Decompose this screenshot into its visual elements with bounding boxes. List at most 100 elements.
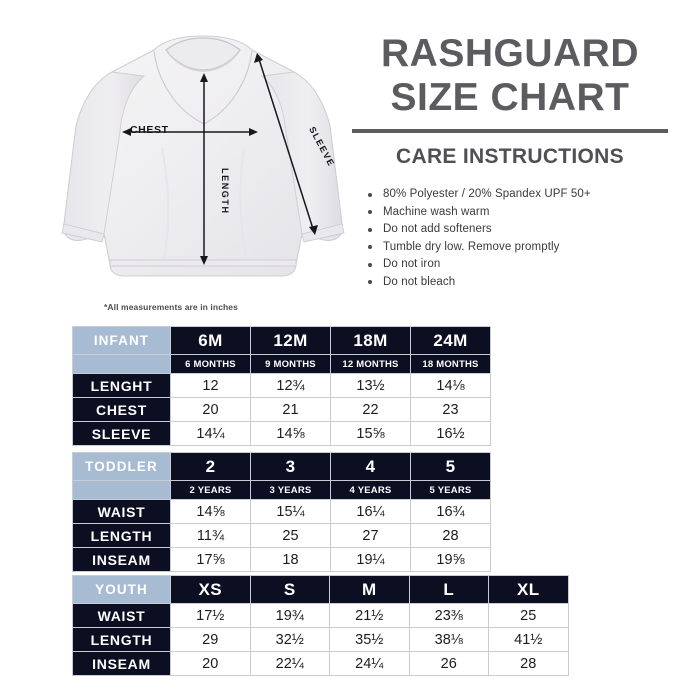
size-header-cell: 4 — [330, 452, 411, 481]
measurement-cell: 15⅝ — [330, 421, 411, 446]
list-item: Do not iron — [368, 256, 668, 274]
category-spacer-cell — [72, 354, 171, 374]
row-label-sleeve: SLEEVE — [72, 421, 171, 446]
measurement-cell: 35½ — [329, 627, 410, 652]
table-header-row: YOUTH XS S M L XL — [72, 575, 569, 604]
measurement-cell: 26 — [408, 651, 489, 676]
care-item-text: Do not iron — [383, 258, 441, 270]
care-instructions-list: 80% Polyester / 20% Spandex UPF 50+ Mach… — [368, 186, 668, 291]
size-header-cell: S — [249, 575, 330, 604]
measurement-cell: 19⅝ — [410, 547, 491, 572]
size-header-cell: 12M — [250, 326, 331, 355]
care-item-text: Do not add softeners — [383, 223, 492, 235]
measurement-cell: 17½ — [170, 603, 251, 628]
measurement-cell: 27 — [330, 523, 411, 548]
size-header-cell: M — [329, 575, 410, 604]
measurement-cell: 28 — [410, 523, 491, 548]
size-header-cell: L — [408, 575, 489, 604]
bullet-icon — [368, 227, 372, 232]
care-item-text: Tumble dry low. Remove promptly — [383, 240, 560, 253]
page-title-line1: RASHGUARD — [381, 32, 639, 75]
size-header-cell: 5 — [410, 452, 491, 481]
row-label-length: LENGTH — [72, 523, 171, 548]
table-row: WAIST 17½ 19¾ 21½ 23⅜ 25 — [72, 603, 569, 628]
measurement-cell: 23⅜ — [408, 603, 489, 628]
size-table-youth: YOUTH XS S M L XL WAIST 17½ 19¾ 21½ 23⅜ 25 LENGTH 29 3… — [72, 575, 569, 676]
title-block: RASHGUARD SIZE CHART CARE INSTRUCTIONS 8… — [352, 32, 668, 291]
measurement-cell: 19¾ — [249, 603, 330, 628]
measurement-cell: 16½ — [410, 421, 491, 446]
measurement-cell: 21½ — [329, 603, 410, 628]
list-item: 80% Polyester / 20% Spandex UPF 50+ — [368, 186, 668, 204]
table-row: LENGTH 11¾ 25 27 28 — [72, 523, 491, 548]
care-item-text: Do not bleach — [383, 275, 456, 288]
measurement-cell: 41½ — [488, 627, 569, 652]
measurement-cell: 17⅝ — [170, 547, 251, 572]
care-instructions-heading: CARE INSTRUCTIONS — [396, 145, 624, 168]
category-label-infant: INFANT — [72, 326, 171, 355]
measurement-cell: 19¼ — [330, 547, 411, 572]
measurement-cell: 32½ — [249, 627, 330, 652]
measurement-cell: 25 — [488, 603, 569, 628]
length-dimension-label: LENGTH — [220, 168, 230, 215]
bullet-icon — [368, 262, 372, 267]
age-header-cell: 3 YEARS — [250, 480, 331, 500]
measurement-cell: 20 — [170, 651, 251, 676]
age-header-cell: 5 YEARS — [410, 480, 491, 500]
age-header-cell: 12 MONTHS — [330, 354, 411, 374]
rashguard-shirt-graphic — [61, 35, 345, 277]
measurement-cell: 28 — [488, 651, 569, 676]
chest-dimension-label: CHEST — [130, 124, 169, 136]
table-row: SLEEVE 14¼ 14⅝ 15⅝ 16½ — [72, 421, 491, 446]
measurement-cell: 14⅛ — [410, 373, 491, 398]
list-item: Tumble dry low. Remove promptly — [368, 239, 668, 257]
measurement-units-note: *All measurements are in inches — [104, 302, 238, 312]
table-age-row: 6 MONTHS 9 MONTHS 12 MONTHS 18 MONTHS — [72, 354, 491, 374]
row-label-chest: CHEST — [72, 397, 171, 422]
table-row: INSEAM 20 22¼ 24¼ 26 28 — [72, 651, 569, 676]
care-item-text: 80% Polyester / 20% Spandex UPF 50+ — [383, 188, 591, 200]
table-header-row: INFANT 6M 12M 18M 24M — [72, 326, 491, 355]
title-divider — [352, 129, 668, 133]
measurement-cell: 22 — [330, 397, 411, 422]
table-row: WAIST 14⅝ 15¼ 16¼ 16¾ — [72, 499, 491, 524]
size-header-cell: 24M — [410, 326, 491, 355]
age-header-cell: 6 MONTHS — [170, 354, 251, 374]
size-table-infant: INFANT 6M 12M 18M 24M 6 MONTHS 9 MONTHS 12 MONT… — [72, 326, 491, 446]
bullet-icon — [368, 280, 372, 284]
category-label-youth: YOUTH — [72, 575, 171, 604]
row-label-length: LENGTH — [72, 627, 171, 652]
measurement-cell: 11¾ — [170, 523, 251, 548]
measurement-cell: 13½ — [330, 373, 411, 398]
age-header-cell: 4 YEARS — [330, 480, 411, 500]
list-item: Do not add softeners — [368, 221, 668, 239]
care-item-text: Machine wash warm — [383, 205, 490, 218]
measurement-cell: 16¼ — [330, 499, 411, 524]
row-label-lenght: LENGHT — [72, 373, 171, 398]
row-label-waist: WAIST — [72, 499, 171, 524]
rashguard-illustration: CHEST LENGTH SLEEVE — [58, 28, 348, 293]
table-row: LENGTH 29 32½ 35½ 38⅛ 41½ — [72, 627, 569, 652]
size-table-toddler: TODDLER 2 3 4 5 2 YEARS 3 YEARS 4 YEARS 5 YEARS W… — [72, 452, 491, 572]
page-title-line2: SIZE CHART — [390, 76, 630, 119]
bullet-icon — [368, 210, 372, 214]
age-header-cell: 2 YEARS — [170, 480, 251, 500]
table-row: INSEAM 17⅝ 18 19¼ 19⅝ — [72, 547, 491, 572]
category-spacer-cell — [72, 480, 171, 500]
list-item: Do not bleach — [368, 274, 668, 292]
table-row: CHEST 20 21 22 23 — [72, 397, 491, 422]
measurement-cell: 38⅛ — [408, 627, 489, 652]
measurement-cell: 14¼ — [170, 421, 251, 446]
measurement-cell: 20 — [170, 397, 251, 422]
measurement-cell: 18 — [250, 547, 331, 572]
size-header-cell: 18M — [330, 326, 411, 355]
measurement-cell: 24¼ — [329, 651, 410, 676]
measurement-cell: 16¾ — [410, 499, 491, 524]
measurement-cell: 22¼ — [249, 651, 330, 676]
table-row: LENGHT 12 12¾ 13½ 14⅛ — [72, 373, 491, 398]
table-header-row: TODDLER 2 3 4 5 — [72, 452, 491, 481]
row-label-inseam: INSEAM — [72, 547, 171, 572]
measurement-cell: 12 — [170, 373, 251, 398]
measurement-cell: 14⅝ — [250, 421, 331, 446]
measurement-cell: 12¾ — [250, 373, 331, 398]
